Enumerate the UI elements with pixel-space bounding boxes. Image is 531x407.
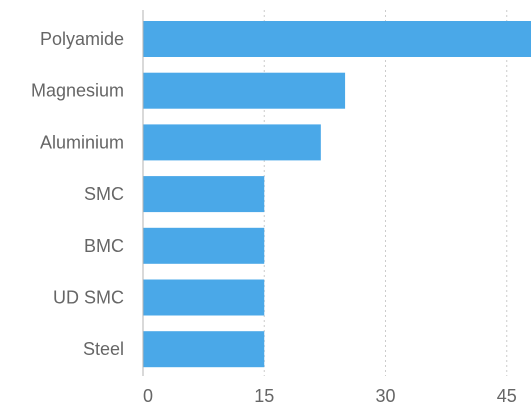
x-tick-label-15: 15	[254, 386, 274, 406]
category-label-steel: Steel	[83, 339, 124, 359]
x-axis-tick-labels: 0 15 30 45	[143, 386, 517, 406]
bar-aluminium	[143, 124, 321, 161]
x-tick-label-30: 30	[375, 386, 395, 406]
bar-magnesium	[143, 72, 346, 109]
category-labels: Polyamide Magnesium Aluminium SMC BMC UD SMC S…	[31, 29, 124, 359]
category-label-magnesium: Magnesium	[31, 81, 124, 101]
category-label-polyamide: Polyamide	[40, 29, 124, 49]
bar-bmc	[143, 227, 265, 264]
category-label-bmc: BMC	[84, 236, 124, 256]
x-tick-label-0: 0	[143, 386, 153, 406]
x-tick-label-45: 45	[497, 386, 517, 406]
bar-smc	[143, 176, 265, 213]
gridlines	[263, 10, 508, 376]
bars	[143, 21, 531, 368]
category-label-aluminium: Aluminium	[40, 132, 124, 152]
bar-steel	[143, 331, 265, 368]
category-label-smc: SMC	[84, 184, 124, 204]
bar-polyamide	[143, 21, 531, 57]
bar-ud-smc	[143, 279, 265, 316]
category-label-ud-smc: UD SMC	[53, 288, 124, 308]
